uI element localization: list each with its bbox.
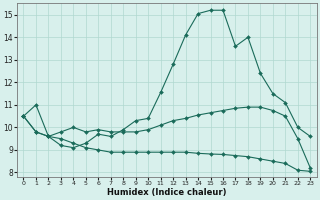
X-axis label: Humidex (Indice chaleur): Humidex (Indice chaleur) [107, 188, 227, 197]
